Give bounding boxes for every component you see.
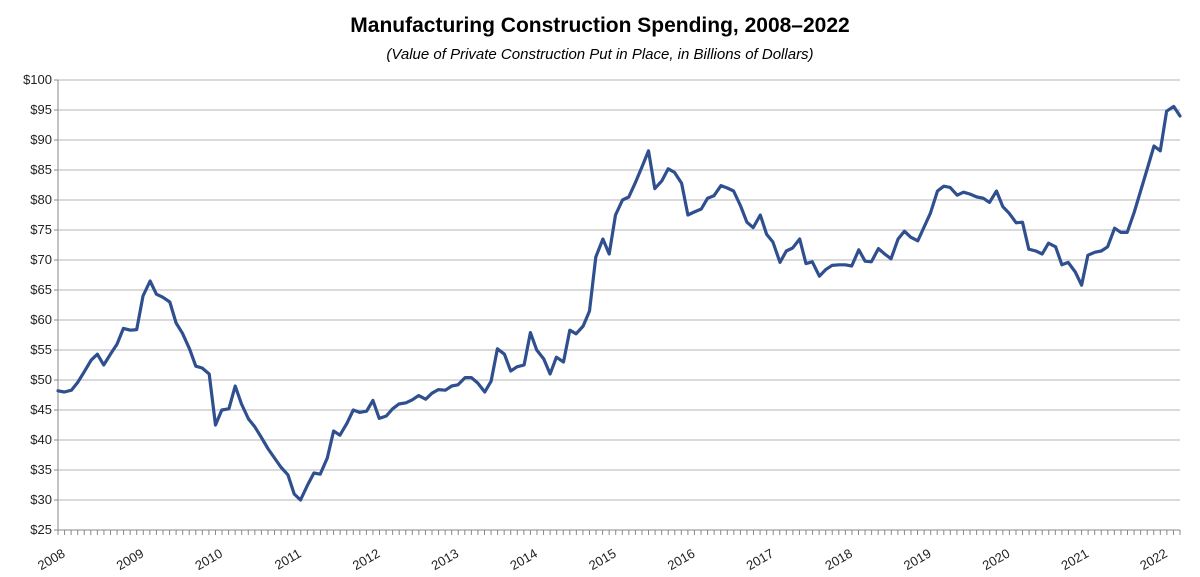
y-tick-label: $45 <box>30 402 52 417</box>
x-tick-label: 2016 <box>665 546 698 573</box>
chart-subtitle: (Value of Private Construction Put in Pl… <box>386 46 814 63</box>
y-tick-label: $25 <box>30 522 52 537</box>
x-tick-label: 2021 <box>1059 546 1092 573</box>
y-tick-label: $85 <box>30 162 52 177</box>
x-tick-label: 2015 <box>586 546 619 573</box>
y-tick-label: $80 <box>30 192 52 207</box>
y-tick-label: $60 <box>30 312 52 327</box>
y-axis-labels: $25 $30 $35 $40 $45 $50 $55 $60 $65 $70 $75 $80 $85 $… <box>23 72 52 537</box>
x-tick-label: 2013 <box>429 546 462 573</box>
y-tick-label: $55 <box>30 342 52 357</box>
x-tick-label: 2010 <box>192 546 225 573</box>
x-tick-label: 2019 <box>901 546 934 573</box>
chart-title: Manufacturing Construction Spending, 200… <box>350 14 850 37</box>
y-tick-label: $90 <box>30 132 52 147</box>
y-tick-label: $50 <box>30 372 52 387</box>
y-tick-label: $30 <box>30 492 52 507</box>
y-tick-label: $75 <box>30 222 52 237</box>
series-layer <box>56 104 1182 502</box>
y-tick-label: $100 <box>23 72 52 87</box>
x-tick-label: 2017 <box>744 546 777 573</box>
y-tick-label: $65 <box>30 282 52 297</box>
axes <box>54 79 1181 535</box>
x-tick-label: 2008 <box>35 546 68 573</box>
y-tick-label: $40 <box>30 432 52 447</box>
series-line <box>56 104 1182 502</box>
x-tick-label: 2009 <box>114 546 147 573</box>
x-tick-label: 2014 <box>507 546 540 573</box>
x-tick-label: 2012 <box>350 546 383 573</box>
gridlines <box>58 79 1180 531</box>
x-tick-label: 2022 <box>1137 546 1170 573</box>
y-tick-label: $95 <box>30 102 52 117</box>
y-tick-label: $35 <box>30 462 52 477</box>
x-tick-label: 2011 <box>272 546 304 573</box>
x-tick-label: 2020 <box>980 546 1013 573</box>
y-tick-label: $70 <box>30 252 52 267</box>
x-tick-label: 2018 <box>822 546 855 573</box>
x-axis-labels: 2008 2009 2010 2011 2012 2013 2014 2015 2016 2017… <box>35 546 1170 573</box>
